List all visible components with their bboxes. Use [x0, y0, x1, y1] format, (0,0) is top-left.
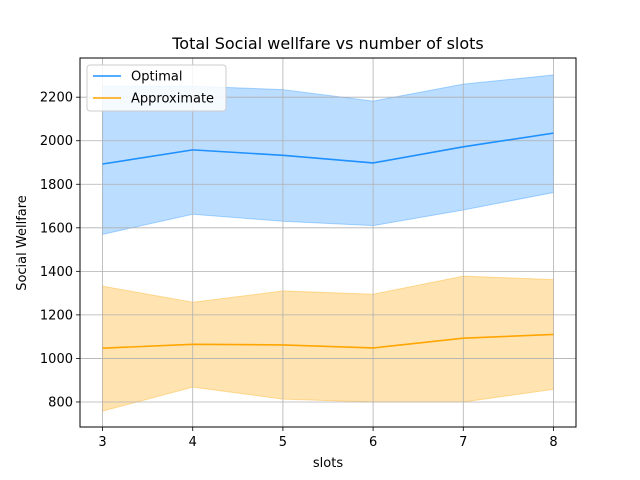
y-axis-label: Social Wellfare	[15, 195, 30, 291]
series-lines	[102, 132, 554, 349]
series-line-optimal	[102, 132, 554, 165]
chart-title: Total Social wellfare vs number of slots	[171, 34, 484, 53]
legend: Optimal Approximate	[86, 64, 227, 112]
y-tick-label: 1000	[40, 352, 73, 367]
x-axis-ticks: 3 4 5 6 7 8	[98, 427, 558, 450]
y-tick-label: 2200	[40, 91, 73, 106]
legend-box	[86, 64, 227, 112]
y-axis-ticks: 800 1000 1200 1400 1600 1800 2000 2200	[40, 91, 80, 410]
y-tick-label: 1200	[40, 308, 73, 323]
y-tick-label: 1600	[40, 221, 73, 236]
band-approximate	[102, 275, 554, 412]
y-tick-label: 1800	[40, 178, 73, 193]
y-tick-label: 2000	[40, 134, 73, 149]
series-line-approximate	[102, 333, 554, 349]
x-tick-label: 3	[98, 435, 106, 450]
legend-label-approximate: Approximate	[131, 92, 214, 107]
x-axis-label: slots	[313, 456, 343, 471]
plot-frame	[79, 57, 577, 428]
x-tick-label: 4	[189, 435, 197, 450]
x-tick-label: 7	[459, 435, 467, 450]
y-tick-label: 1400	[40, 265, 73, 280]
legend-label-optimal: Optimal	[131, 70, 182, 85]
x-tick-label: 6	[369, 435, 377, 450]
grid	[80, 58, 576, 427]
x-tick-label: 8	[549, 435, 557, 450]
confidence-bands	[102, 74, 554, 412]
x-tick-label: 5	[279, 435, 287, 450]
y-tick-label: 800	[48, 395, 73, 410]
